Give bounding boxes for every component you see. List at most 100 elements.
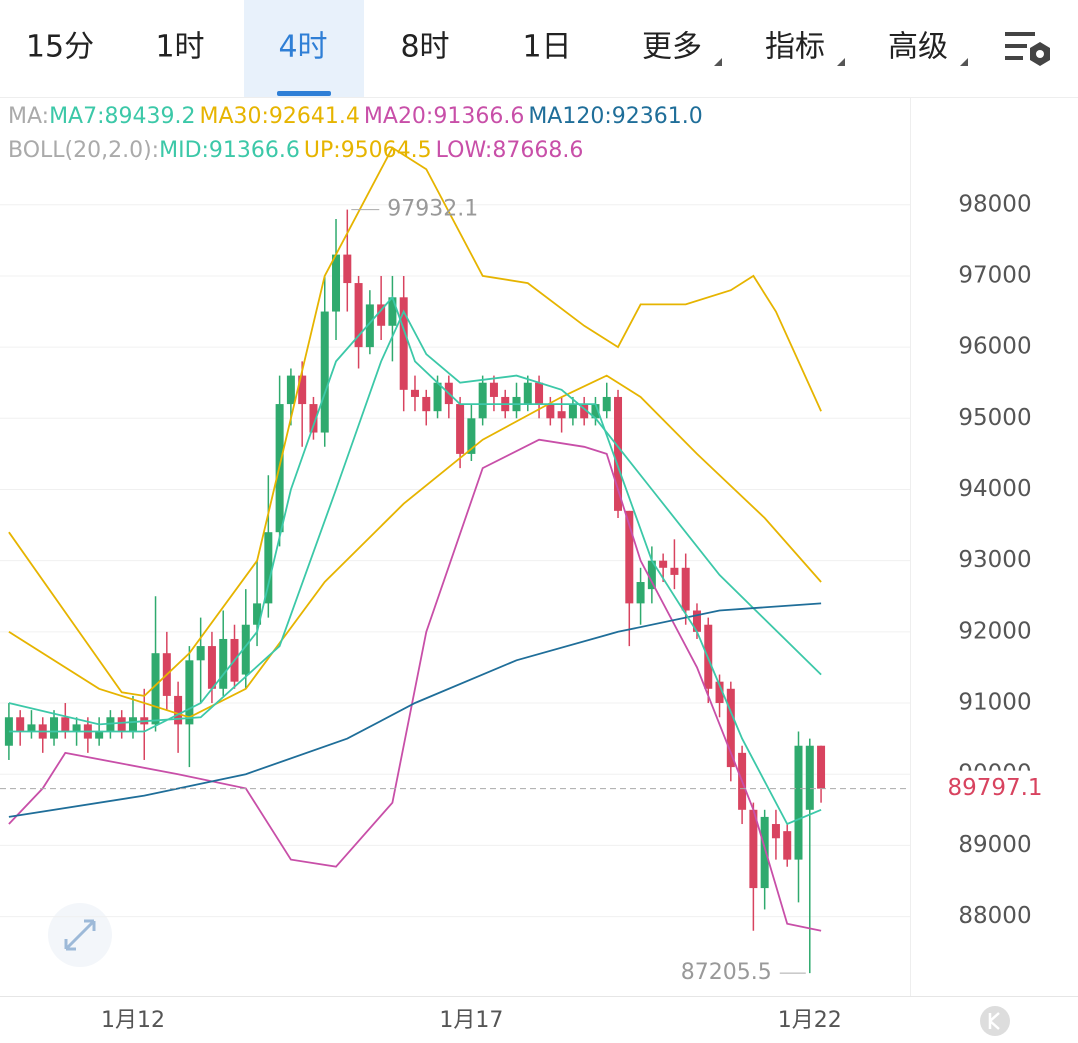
legend-item: MA7:89439.2 [49,104,195,129]
y-tick-label: 97000 [958,262,1031,288]
candle-body [535,382,544,405]
candle-body [636,582,645,604]
candle-body [602,396,611,412]
legend-label: MA: [8,104,49,129]
tab[interactable]: 1日 [522,30,571,65]
candle-body [523,382,532,405]
candle-body [433,382,442,412]
candle-body [298,375,307,405]
legend-item: MA20:91366.6 [364,104,524,129]
tab[interactable]: 1时 [155,30,204,65]
legend-item: MA30:92641.4 [199,104,359,129]
low-label: 87205.5 [681,960,772,985]
candle-body [309,404,318,433]
candle-body [320,311,329,433]
candle-body [343,254,352,284]
candle-body [241,624,250,675]
candle-body [478,382,487,419]
candle-body [591,404,600,419]
candle-body [749,809,758,889]
candle-body [715,681,724,704]
legend-item: MID:91366.6 [159,138,300,163]
legend-label: BOLL(20,2.0): [8,138,159,163]
candle-body [27,724,36,732]
x-tick-label: 1月22 [778,1008,842,1033]
candle-body [692,610,701,632]
candle-body [794,745,803,860]
last-price-box [925,770,1073,807]
indicator-line [8,146,822,697]
candle-body [817,745,826,789]
tab[interactable]: 15分 [26,30,94,65]
candle-body [456,404,465,454]
active-tab-bg [244,0,364,97]
candle-body [196,646,205,661]
candle-body [659,560,668,568]
x-tick-label: 1月17 [439,1008,503,1033]
candle-body [264,532,273,604]
candle-body [568,404,577,419]
boll-legend: BOLL(20,2.0):MID:91366.6 UP:95064.5 LOW:87… [8,138,583,163]
legend-item: UP:95064.5 [304,138,432,163]
indicator-line [8,309,822,726]
candle-body [219,638,228,689]
candle-body [557,411,566,419]
y-tick-label: 95000 [958,405,1031,431]
candle-body [72,724,81,732]
y-tick-label: 94000 [958,476,1031,502]
y-tick-label: 98000 [958,191,1031,217]
candle-body [467,418,476,454]
y-tick-label: 91000 [958,690,1031,716]
dropdown-caret [960,58,968,66]
candle-body [151,653,160,725]
candle-body [399,297,408,390]
k-icon[interactable] [980,1006,1010,1036]
candle-body [546,404,555,419]
x-tick-label: 1月12 [101,1008,165,1033]
tab[interactable]: 高级 [888,30,948,65]
indicator-line [8,602,822,818]
candle-body [410,389,419,397]
candle-body [771,824,780,839]
candle-body [95,731,104,739]
candle-body [647,560,656,590]
candle-body [354,283,363,348]
settings-icon[interactable] [1005,32,1050,66]
indicator-line [8,295,822,826]
tab[interactable]: 指标 [765,30,825,65]
indicator-line [8,374,822,719]
candle-body [253,603,262,625]
candle-body [365,304,374,348]
tab[interactable]: 4时 [278,30,327,65]
legend-item: MA120:92361.0 [528,104,702,129]
candle-body [805,745,814,810]
active-tab-underline [277,91,331,96]
tab[interactable]: 更多 [642,30,702,65]
y-tick-label: 92000 [958,618,1031,644]
candle-body [286,375,295,405]
y-tick-label: 88000 [958,903,1031,929]
y-tick-label: 93000 [958,547,1031,573]
candle-body [50,717,59,739]
candle-body [614,396,623,511]
indicator-line [8,438,822,932]
candle-body [489,382,498,397]
candle-body [128,717,137,732]
y-tick-label: 96000 [958,334,1031,360]
dropdown-caret [714,58,722,66]
candle-body [625,510,634,604]
candle-body [422,396,431,412]
ma-legend: MA:MA7:89439.2 MA30:92641.4 MA20:91366.6 MA… [8,104,703,129]
candle-body [783,831,792,860]
candle-body [16,717,25,732]
candle-body [332,254,341,312]
y-tick-label: 89000 [958,832,1031,858]
legend-item: LOW:87668.6 [436,138,584,163]
high-label: 97932.1 [387,197,478,222]
candle-body [580,404,589,419]
last-price-label: 89797.1 [947,775,1042,801]
expand-icon[interactable] [48,903,112,967]
tab[interactable]: 8时 [400,30,449,65]
candle-body [670,567,679,575]
